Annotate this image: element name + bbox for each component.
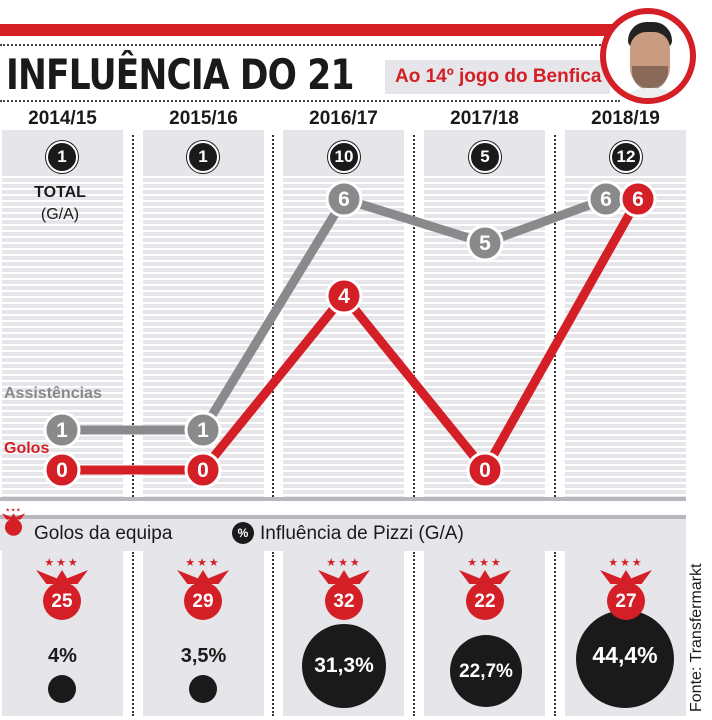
goals-points [43, 180, 657, 489]
goals-axis-label: Golos [4, 440, 50, 457]
page-title: INFLUÊNCIA DO 21 [6, 50, 354, 99]
line-chart: 1 1 6 5 6 0 0 4 0 6 [43, 180, 657, 489]
season-label: 2015/16 [169, 108, 238, 129]
goals-value: 0 [479, 459, 491, 482]
total-label-sub: (G/A) [40, 206, 80, 223]
season-label: 2016/17 [309, 108, 378, 129]
benfica-crest-icon: ★★★ 27 [596, 556, 656, 628]
assists-value: 5 [479, 232, 491, 255]
column-divider [554, 552, 556, 716]
season-label: 2014/15 [28, 108, 97, 129]
influence-bubble: 44,4% [576, 610, 674, 708]
team-goals-value: 32 [325, 582, 363, 620]
legend-team-goals: Golos da equipa [34, 523, 173, 544]
total-badge: 1 [187, 141, 219, 173]
column-divider [132, 135, 134, 497]
legend-influence: Influência de Pizzi (G/A) [260, 523, 464, 544]
influence-bubble [189, 675, 217, 703]
benfica-crest-icon: ★★★ 22 [455, 556, 515, 628]
assists-value: 6 [600, 188, 612, 211]
total-badge: 10 [328, 141, 360, 173]
goals-value: 6 [632, 188, 644, 211]
benfica-crest-icon: ★★★ 25 [32, 556, 92, 628]
assists-value: 6 [338, 188, 350, 211]
player-photo [600, 8, 696, 104]
source-credit: Fonte: Transfermarkt [688, 563, 705, 713]
goals-value: 0 [197, 459, 209, 482]
assists-axis-label: Assistências [4, 385, 102, 402]
total-badge: 1 [46, 141, 78, 173]
team-goals-value: 29 [184, 582, 222, 620]
benfica-crest-icon: ★★★ [0, 507, 27, 539]
subtitle-badge: Ao 14º jogo do Benfica [385, 60, 610, 94]
influence-bubble: 22,7% [450, 635, 522, 707]
influence-bubble: 31,3% [302, 624, 386, 708]
chart-baseline [0, 497, 686, 501]
team-goals-value: 25 [43, 582, 81, 620]
assists-value: 1 [197, 419, 209, 442]
total-label-main: TOTAL [34, 184, 86, 201]
goals-value: 4 [338, 285, 350, 308]
benfica-crest-icon: ★★★ 32 [314, 556, 374, 628]
column-divider [413, 135, 415, 497]
benfica-crest-icon: ★★★ 29 [173, 556, 233, 628]
total-badge: 12 [610, 141, 642, 173]
season-column-4 [424, 130, 545, 500]
influence-value: 3,5% [180, 645, 227, 667]
season-label: 2017/18 [450, 108, 519, 129]
legend-bar: ★★★ Golos da equipa % Influência de Pizz… [0, 507, 686, 551]
column-divider [554, 135, 556, 497]
column-divider [272, 552, 274, 716]
influence-value: 4% [48, 645, 77, 667]
assists-value: 1 [56, 419, 68, 442]
team-goals-value: 22 [466, 582, 504, 620]
divider-bottom [0, 100, 620, 102]
season-label: 2018/19 [591, 108, 660, 129]
total-label: TOTAL (G/A) [25, 182, 95, 226]
team-goals-value: 27 [607, 582, 645, 620]
header-red-bar [0, 24, 620, 36]
column-divider [413, 552, 415, 716]
percent-icon: % [232, 522, 254, 544]
goals-value: 0 [56, 459, 68, 482]
total-badge: 5 [469, 141, 501, 173]
column-divider [132, 552, 134, 716]
influence-bubble [48, 675, 76, 703]
assists-points [43, 180, 625, 449]
divider-top [0, 44, 620, 46]
